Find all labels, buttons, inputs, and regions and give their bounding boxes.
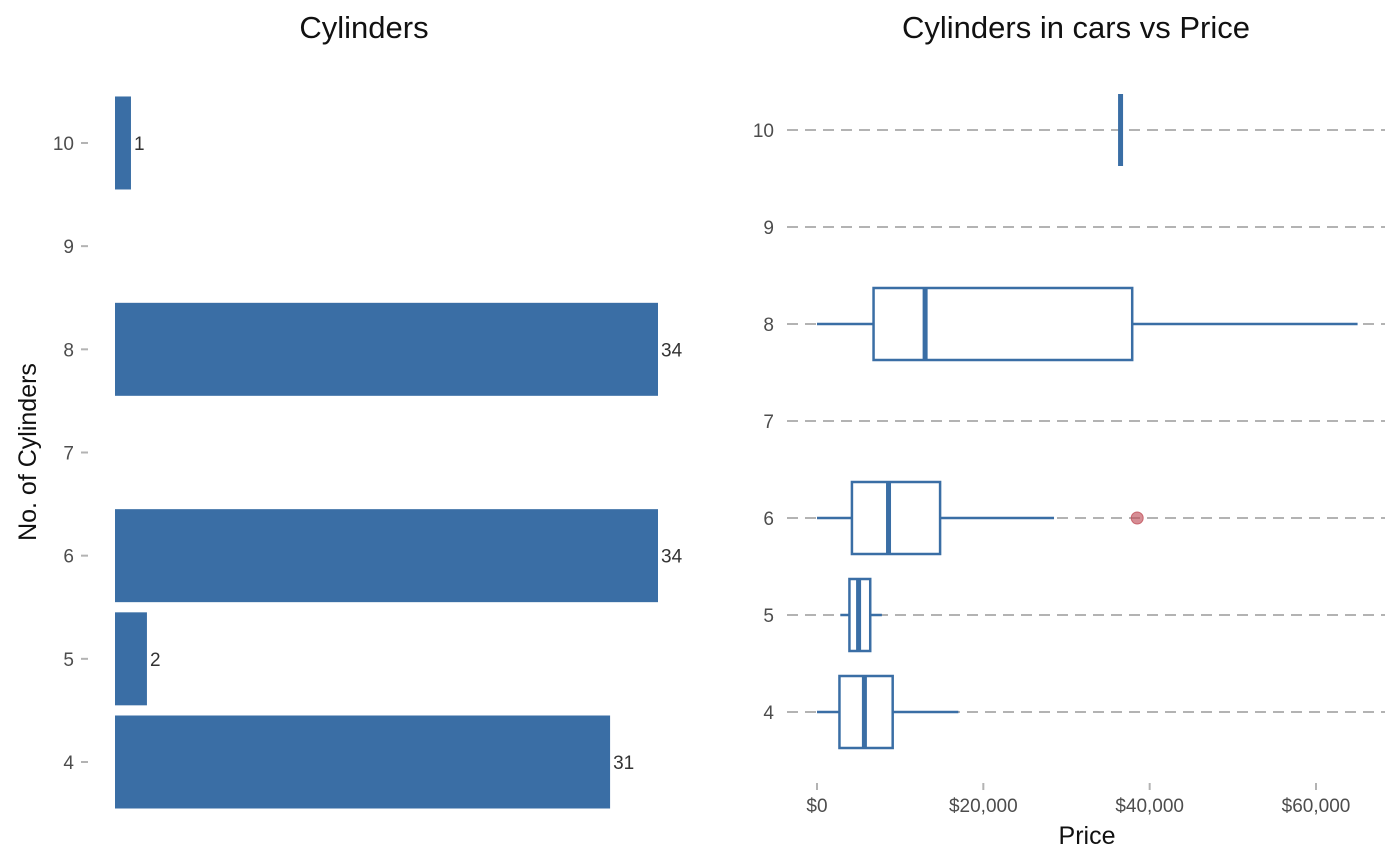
box-6-cylinders bbox=[817, 480, 1144, 556]
box-4-cylinders bbox=[817, 674, 959, 750]
box-plot-y-tick-label: 8 bbox=[763, 315, 774, 336]
bar-chart-y-tick-label: 6 bbox=[63, 547, 74, 568]
box-plot-y-tick-label: 9 bbox=[763, 218, 774, 239]
bar-10-cylinders bbox=[115, 96, 131, 190]
bar-data-label: 1 bbox=[134, 134, 145, 155]
box-plot-y-tick-label: 5 bbox=[763, 606, 774, 627]
bar-chart-y-tick-label: 10 bbox=[53, 134, 74, 155]
box-plot-y-tick-label: 7 bbox=[763, 412, 774, 433]
bar-chart-y-tick-label: 9 bbox=[63, 237, 74, 258]
box-plot-boxes bbox=[817, 94, 1358, 750]
box-plot-y-ticks: 4 5 6 7 8 9 10 bbox=[753, 121, 775, 724]
box-plot-title: Cylinders in cars vs Price bbox=[902, 10, 1250, 45]
bar-data-label: 34 bbox=[661, 547, 683, 568]
bar-chart-y-tick-label: 4 bbox=[63, 753, 74, 774]
bar-chart-bars: 31 2 34 34 1 bbox=[115, 96, 683, 809]
bar-4-cylinders bbox=[115, 715, 611, 809]
box-plot-y-tick-label: 6 bbox=[763, 509, 774, 530]
box-plot-x-tick-label: $0 bbox=[806, 796, 827, 817]
bar-6-cylinders bbox=[115, 509, 658, 603]
bar-chart-y-tick-label: 7 bbox=[63, 443, 74, 464]
box-iqr bbox=[872, 286, 1134, 362]
box-plot-y-tick-label: 4 bbox=[763, 703, 774, 724]
box-iqr bbox=[850, 480, 942, 556]
box-5-cylinders bbox=[840, 577, 882, 653]
box-plot-panel: Cylinders in cars vs Price Price 4 5 6 7 8 9 1… bbox=[753, 10, 1385, 850]
bar-chart-title: Cylinders bbox=[299, 10, 428, 45]
box-plot-x-tick-label: $20,000 bbox=[949, 796, 1018, 817]
bar-8-cylinders bbox=[115, 302, 658, 396]
box-plot-x-tick-label: $40,000 bbox=[1115, 796, 1184, 817]
bar-chart-y-ticks: 4 5 6 7 8 9 10 bbox=[53, 134, 88, 774]
bar-chart-y-tick-label: 8 bbox=[63, 340, 74, 361]
bar-chart-y-axis-title: No. of Cylinders bbox=[14, 363, 42, 541]
box-plot-x-axis-title: Price bbox=[1059, 822, 1116, 850]
bar-chart-y-tick-label: 5 bbox=[63, 650, 74, 671]
bar-data-label: 31 bbox=[613, 753, 634, 774]
box-plot-y-tick-label: 10 bbox=[753, 121, 774, 142]
box-plot-x-tick-label: $60,000 bbox=[1282, 796, 1351, 817]
box-8-cylinders bbox=[817, 286, 1358, 362]
box-outlier-point bbox=[1130, 511, 1144, 525]
box-plot-gridlines bbox=[787, 129, 1385, 713]
bar-data-label: 2 bbox=[150, 650, 161, 671]
box-plot-x-ticks: $0 $20,000 $40,000 $60,000 bbox=[806, 783, 1350, 817]
bar-5-cylinders bbox=[115, 612, 147, 706]
bar-data-label: 34 bbox=[661, 340, 683, 361]
